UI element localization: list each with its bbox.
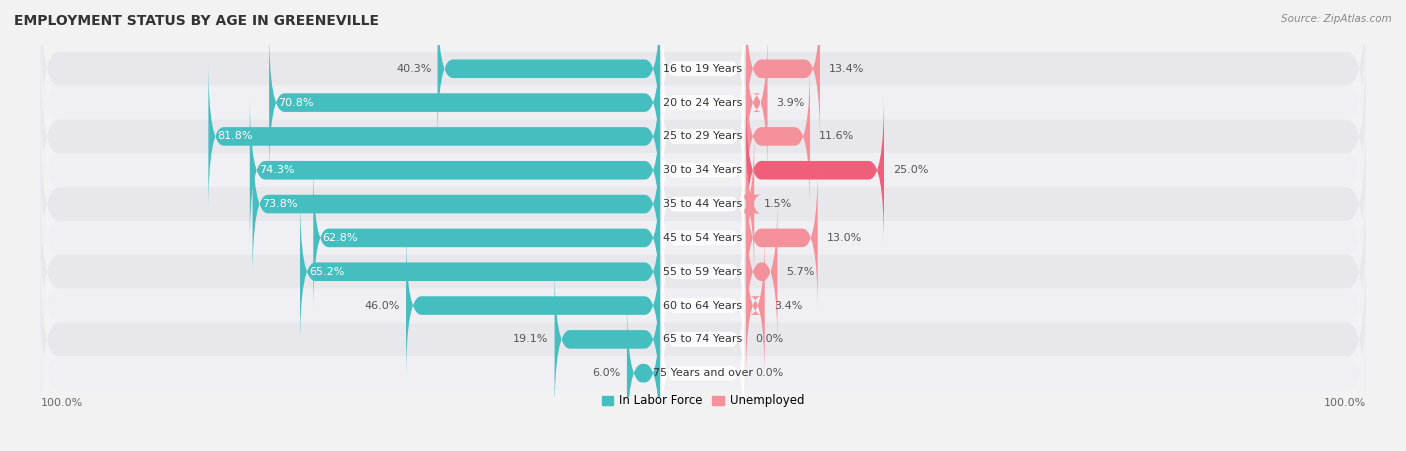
- FancyBboxPatch shape: [41, 120, 1365, 289]
- FancyBboxPatch shape: [41, 289, 1365, 451]
- Text: 55 to 59 Years: 55 to 59 Years: [664, 267, 742, 277]
- Text: 0.0%: 0.0%: [755, 368, 783, 378]
- Text: 70.8%: 70.8%: [278, 97, 314, 108]
- Text: 3.9%: 3.9%: [776, 97, 806, 108]
- FancyBboxPatch shape: [41, 86, 1365, 255]
- FancyBboxPatch shape: [662, 110, 744, 230]
- Text: 6.0%: 6.0%: [592, 368, 621, 378]
- Text: 30 to 34 Years: 30 to 34 Years: [664, 165, 742, 175]
- FancyBboxPatch shape: [41, 0, 1365, 153]
- FancyBboxPatch shape: [208, 61, 659, 212]
- FancyBboxPatch shape: [740, 129, 761, 279]
- Legend: In Labor Force, Unemployed: In Labor Force, Unemployed: [598, 390, 808, 412]
- Text: Source: ZipAtlas.com: Source: ZipAtlas.com: [1281, 14, 1392, 23]
- Text: 75 Years and over: 75 Years and over: [652, 368, 754, 378]
- FancyBboxPatch shape: [299, 197, 659, 347]
- FancyBboxPatch shape: [747, 230, 765, 381]
- FancyBboxPatch shape: [41, 18, 1365, 187]
- Text: 13.4%: 13.4%: [830, 64, 865, 74]
- Text: 13.0%: 13.0%: [827, 233, 862, 243]
- FancyBboxPatch shape: [662, 9, 744, 129]
- FancyBboxPatch shape: [662, 144, 744, 264]
- FancyBboxPatch shape: [437, 0, 659, 144]
- FancyBboxPatch shape: [747, 28, 768, 178]
- Text: 11.6%: 11.6%: [820, 131, 855, 142]
- FancyBboxPatch shape: [41, 153, 1365, 322]
- FancyBboxPatch shape: [747, 163, 818, 313]
- Text: 3.4%: 3.4%: [773, 300, 803, 311]
- Text: 16 to 19 Years: 16 to 19 Years: [664, 64, 742, 74]
- FancyBboxPatch shape: [253, 129, 659, 279]
- FancyBboxPatch shape: [41, 187, 1365, 356]
- Text: 1.5%: 1.5%: [763, 199, 792, 209]
- FancyBboxPatch shape: [627, 298, 659, 448]
- FancyBboxPatch shape: [747, 61, 810, 212]
- FancyBboxPatch shape: [250, 95, 659, 245]
- Text: 60 to 64 Years: 60 to 64 Years: [664, 300, 742, 311]
- Text: 65 to 74 Years: 65 to 74 Years: [664, 334, 742, 345]
- Text: 0.0%: 0.0%: [755, 334, 783, 345]
- Text: 73.8%: 73.8%: [262, 199, 297, 209]
- FancyBboxPatch shape: [747, 0, 820, 144]
- Text: 62.8%: 62.8%: [322, 233, 359, 243]
- Text: 20 to 24 Years: 20 to 24 Years: [664, 97, 742, 108]
- FancyBboxPatch shape: [747, 197, 778, 347]
- FancyBboxPatch shape: [41, 221, 1365, 390]
- FancyBboxPatch shape: [41, 255, 1365, 424]
- Text: 74.3%: 74.3%: [259, 165, 294, 175]
- Text: 25 to 29 Years: 25 to 29 Years: [664, 131, 742, 142]
- FancyBboxPatch shape: [314, 163, 659, 313]
- FancyBboxPatch shape: [662, 212, 744, 332]
- FancyBboxPatch shape: [662, 178, 744, 298]
- FancyBboxPatch shape: [269, 28, 659, 178]
- Text: 40.3%: 40.3%: [396, 64, 432, 74]
- FancyBboxPatch shape: [554, 264, 659, 414]
- FancyBboxPatch shape: [41, 52, 1365, 221]
- Text: 100.0%: 100.0%: [1323, 398, 1365, 408]
- Text: 45 to 54 Years: 45 to 54 Years: [664, 233, 742, 243]
- Text: 25.0%: 25.0%: [893, 165, 928, 175]
- Text: 100.0%: 100.0%: [41, 398, 83, 408]
- Text: 35 to 44 Years: 35 to 44 Years: [664, 199, 742, 209]
- FancyBboxPatch shape: [747, 95, 884, 245]
- Text: 65.2%: 65.2%: [309, 267, 344, 277]
- Text: 46.0%: 46.0%: [364, 300, 399, 311]
- FancyBboxPatch shape: [662, 279, 744, 400]
- FancyBboxPatch shape: [662, 313, 744, 433]
- FancyBboxPatch shape: [406, 230, 659, 381]
- Text: 19.1%: 19.1%: [513, 334, 548, 345]
- Text: 5.7%: 5.7%: [786, 267, 815, 277]
- FancyBboxPatch shape: [662, 42, 744, 163]
- Text: EMPLOYMENT STATUS BY AGE IN GREENEVILLE: EMPLOYMENT STATUS BY AGE IN GREENEVILLE: [14, 14, 380, 28]
- FancyBboxPatch shape: [662, 245, 744, 366]
- Text: 81.8%: 81.8%: [218, 131, 253, 142]
- FancyBboxPatch shape: [662, 76, 744, 197]
